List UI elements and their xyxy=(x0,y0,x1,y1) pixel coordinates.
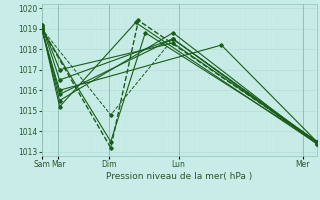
X-axis label: Pression niveau de la mer( hPa ): Pression niveau de la mer( hPa ) xyxy=(106,172,252,181)
